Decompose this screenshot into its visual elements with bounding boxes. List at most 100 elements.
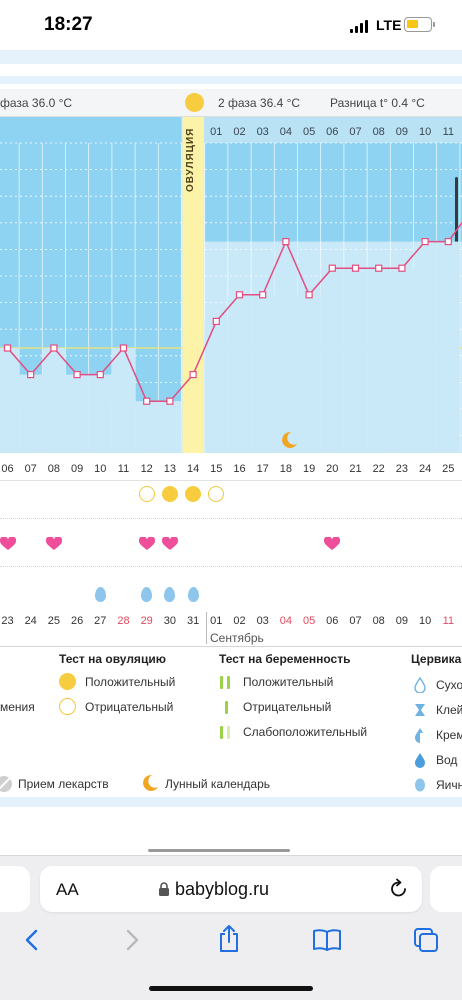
sheet-handle[interactable] bbox=[148, 849, 290, 852]
top-date: 07 bbox=[349, 126, 362, 138]
bottom-date: 07 bbox=[349, 615, 362, 627]
bottom-date: 08 bbox=[372, 615, 385, 627]
next-tab-preview[interactable] bbox=[430, 866, 462, 912]
cervical-item-4: Вод bbox=[436, 753, 458, 767]
creamy-icon bbox=[415, 728, 426, 743]
battery-tip bbox=[433, 22, 435, 27]
bottom-date: 04 bbox=[279, 615, 293, 627]
ovulation-column bbox=[182, 117, 204, 453]
heart-icon[interactable] bbox=[161, 537, 178, 551]
bottom-date: 28 bbox=[117, 615, 130, 627]
battery-icon bbox=[404, 17, 432, 32]
bottom-date: 06 bbox=[326, 615, 339, 627]
x-label: 20 bbox=[326, 463, 339, 475]
legend-cervical-title: Цервика bbox=[411, 652, 462, 666]
bar-13 bbox=[158, 401, 182, 453]
x-label: 13 bbox=[163, 463, 177, 475]
bottom-date: 31 bbox=[186, 615, 200, 627]
status-time: 18:27 bbox=[44, 14, 93, 35]
top-date: 04 bbox=[279, 126, 293, 138]
ovulation-label: ОВУЛЯЦИЯ bbox=[185, 127, 196, 193]
phase1-label: фаза 36.0 °С bbox=[0, 96, 73, 110]
legend-pregnancy-title: Тест на беременность bbox=[219, 652, 351, 666]
top-date: 08 bbox=[372, 126, 385, 138]
status-bar bbox=[0, 0, 462, 50]
legend-left-partial: мения bbox=[0, 700, 35, 714]
phase2-label: 2 фаза 36.4 °С bbox=[218, 96, 301, 110]
ovulation-test-negative[interactable] bbox=[138, 486, 155, 502]
heart-icon[interactable] bbox=[324, 537, 341, 551]
point-11 bbox=[119, 344, 128, 352]
ovulation-test-positive[interactable] bbox=[185, 486, 202, 502]
heart-icon[interactable] bbox=[45, 537, 62, 551]
prev-tab-preview[interactable] bbox=[0, 866, 30, 912]
bar-17 bbox=[251, 294, 275, 453]
point-15 bbox=[212, 317, 220, 325]
cervical-drop-icon[interactable] bbox=[164, 587, 176, 602]
dry-drop-icon bbox=[414, 677, 426, 693]
x-label: 23 bbox=[395, 463, 409, 475]
bottom-date: 10 bbox=[418, 615, 432, 627]
share-icon[interactable] bbox=[216, 924, 242, 954]
bottom-date: 30 bbox=[163, 615, 177, 627]
bar-12 bbox=[135, 401, 159, 453]
point-25 bbox=[444, 237, 452, 246]
legend-moon-icon bbox=[143, 774, 158, 791]
point-24 bbox=[421, 237, 429, 246]
back-icon[interactable] bbox=[22, 928, 42, 952]
signal-icon bbox=[350, 19, 372, 33]
reader-aa-button[interactable]: AA bbox=[56, 880, 79, 899]
bottom-date: 11 bbox=[442, 615, 454, 627]
x-label: 16 bbox=[233, 463, 246, 475]
tabs-icon[interactable] bbox=[412, 926, 440, 954]
cervical-item-1: Сухо bbox=[436, 678, 462, 692]
bar-08 bbox=[42, 348, 66, 453]
ovulation-test-positive[interactable] bbox=[161, 486, 178, 502]
url-text[interactable]: babyblog.ru bbox=[175, 879, 270, 899]
network-label: LTE bbox=[376, 17, 402, 33]
bar-18 bbox=[274, 241, 298, 453]
cervical-drop-icon[interactable] bbox=[187, 587, 199, 602]
point-23 bbox=[398, 264, 406, 272]
legend-medication: Прием лекарств bbox=[18, 777, 109, 791]
legend-preg-positive: Положительный bbox=[243, 675, 334, 689]
point-18 bbox=[282, 237, 290, 246]
eggwhite-drop-icon bbox=[415, 778, 425, 792]
axis-divider bbox=[0, 480, 462, 481]
legend-separator bbox=[0, 646, 462, 647]
cervical-drop-icon[interactable] bbox=[94, 587, 106, 602]
cervical-item-2: Клей bbox=[436, 703, 462, 717]
cervical-item-3: Крем bbox=[436, 728, 462, 742]
top-stripe bbox=[0, 50, 462, 64]
legend-positive: Положительный bbox=[85, 675, 176, 689]
bottom-date: 24 bbox=[24, 615, 37, 627]
bar-07 bbox=[19, 374, 43, 453]
ovulation-test-negative[interactable] bbox=[208, 486, 225, 502]
top-date: 03 bbox=[256, 126, 269, 138]
point-08 bbox=[50, 344, 58, 352]
heart-icon[interactable] bbox=[0, 537, 16, 551]
forward-icon[interactable] bbox=[122, 928, 142, 952]
point-14 bbox=[189, 371, 197, 379]
address-bar[interactable] bbox=[40, 866, 422, 912]
month-label: Сентябрь bbox=[210, 631, 264, 645]
legend-negative: Отрицательный bbox=[85, 700, 174, 714]
x-label: 25 bbox=[442, 463, 455, 475]
point-20 bbox=[328, 264, 336, 272]
reload-icon[interactable] bbox=[389, 878, 409, 900]
point-13 bbox=[166, 397, 174, 405]
legend-negative-dot bbox=[59, 698, 76, 715]
cervical-drop-icon[interactable] bbox=[141, 587, 153, 602]
point-21 bbox=[351, 264, 360, 272]
bottom-date: 26 bbox=[70, 615, 84, 627]
bar-21 bbox=[343, 268, 368, 453]
watery-drop-icon bbox=[415, 753, 425, 768]
heart-icon[interactable] bbox=[138, 537, 155, 551]
bottom-date: 09 bbox=[395, 615, 409, 627]
x-label: 22 bbox=[372, 463, 385, 475]
moon-icon bbox=[282, 431, 297, 448]
x-label: 12 bbox=[140, 463, 153, 475]
bookmarks-icon[interactable] bbox=[312, 928, 342, 952]
x-label: 10 bbox=[94, 463, 107, 475]
ovulation-sun-icon bbox=[185, 93, 204, 112]
